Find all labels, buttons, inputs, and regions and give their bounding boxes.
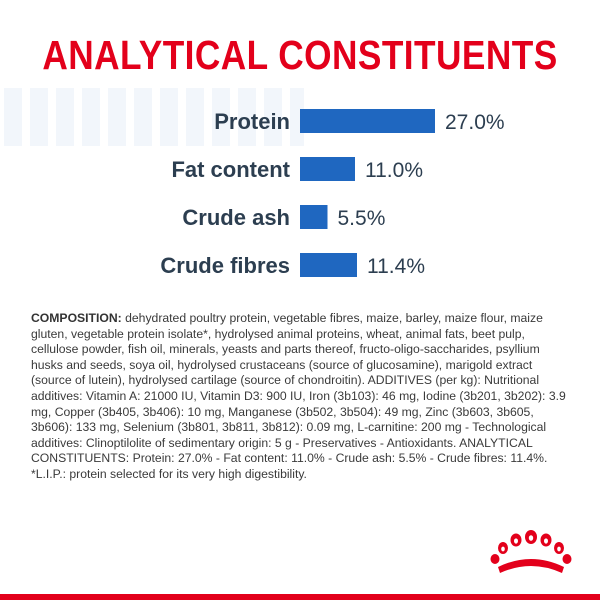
category-label: Crude ash [182,205,290,230]
bar-protein [300,109,435,133]
composition-text: COMPOSITION: dehydrated poultry protein,… [31,311,573,483]
value-label: 11.0% [365,159,423,182]
bar-crude-fibres [300,253,357,277]
composition-heading: COMPOSITION: [31,311,122,325]
crown-icon [490,530,572,573]
value-label: 11.4% [367,255,425,278]
value-label: 27.0% [445,111,505,134]
value-label: 5.5% [338,207,386,230]
bar-fat-content [300,157,355,181]
category-label: Protein [214,109,290,134]
bar-chart: Protein 27.0% Fat content 11.0% Crude ash 5.5… [160,109,505,278]
composition-body: dehydrated poultry protein, vegetable fi… [31,311,566,481]
brand-footer-bar [0,594,600,600]
category-label: Crude fibres [160,253,290,278]
chart-title: ANALYTICAL CONSTITUENTS [42,32,558,78]
category-label: Fat content [171,157,290,182]
bar-crude-ash [300,205,328,229]
faded-background-text [4,88,304,146]
